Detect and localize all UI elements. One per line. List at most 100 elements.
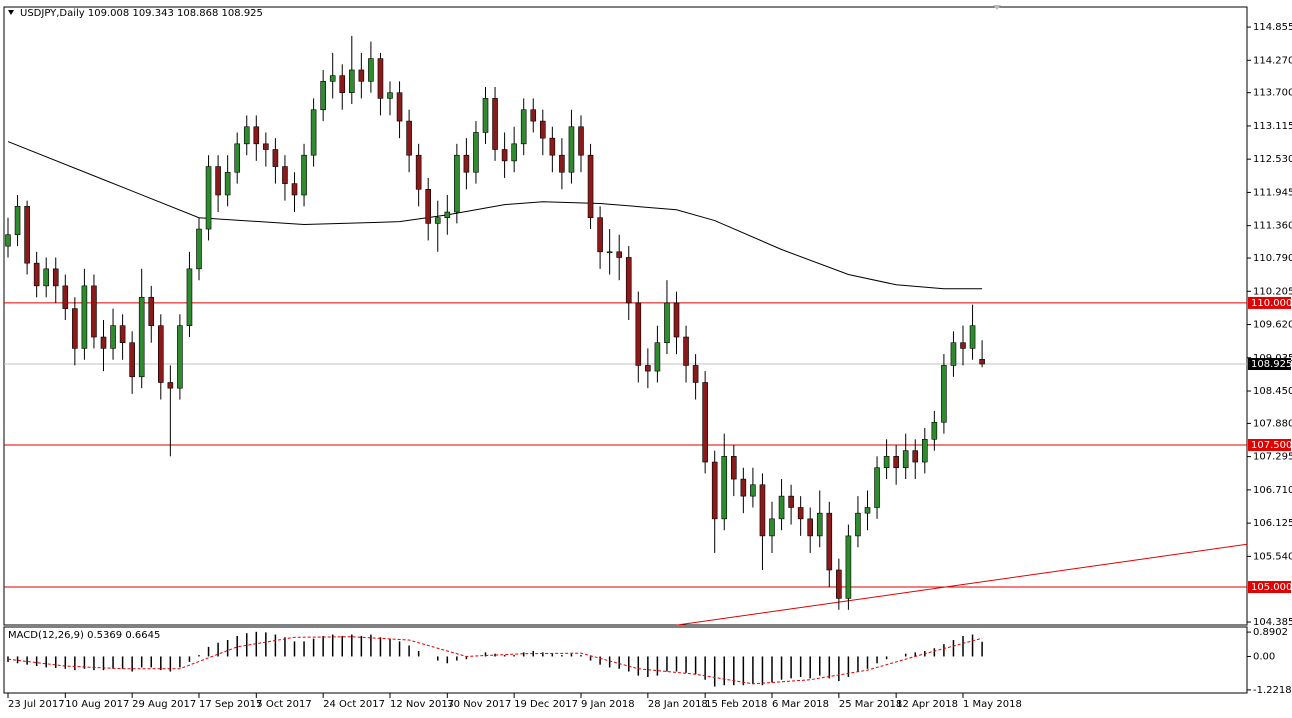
candle-body — [329, 75, 336, 82]
candle-body — [224, 171, 231, 196]
candle-body — [539, 120, 546, 139]
candle-body — [721, 456, 728, 520]
candle-body — [444, 211, 451, 218]
candle-body — [234, 143, 240, 173]
main-plot — [4, 35, 1247, 625]
candle-body — [645, 365, 651, 372]
candle-body — [912, 450, 919, 463]
level-label: 107.500 — [1251, 440, 1292, 451]
candle-body — [559, 154, 565, 173]
candle-body — [883, 456, 890, 469]
x-tick-label: 29 Aug 2017 — [132, 699, 196, 710]
y-tick-label: 105.540 — [1253, 551, 1292, 562]
candle-body — [454, 154, 460, 213]
x-tick-label: 25 Mar 2018 — [839, 699, 902, 710]
candle-body — [969, 325, 976, 349]
candle-body — [979, 358, 985, 365]
candle-body — [72, 308, 78, 349]
candle-body — [941, 365, 947, 423]
candle-body — [339, 75, 346, 93]
candle-body — [406, 120, 412, 156]
x-tick-label: 17 Sep 2017 — [199, 699, 262, 710]
level-label-box — [1248, 438, 1291, 451]
x-tick-label: 5 Oct 2017 — [256, 699, 311, 710]
candle-body — [511, 143, 517, 162]
candle-body — [62, 285, 69, 309]
y-tick-label: 114.270 — [1253, 55, 1292, 66]
candle-body — [33, 262, 40, 287]
candle-body — [358, 69, 365, 82]
level-label: 105.000 — [1251, 582, 1292, 593]
y-tick-label: 113.700 — [1253, 88, 1292, 99]
y-tick-label: 104.385 — [1253, 617, 1292, 628]
candle-body — [864, 507, 871, 514]
candle-body — [425, 188, 432, 224]
candle-body — [501, 149, 508, 162]
candle-body — [654, 342, 661, 372]
level-label-box — [1248, 581, 1291, 594]
main-panel — [3, 6, 1248, 626]
candle-body — [625, 257, 632, 304]
candle-body — [291, 183, 298, 196]
candle-body — [158, 325, 164, 383]
candle-body — [177, 325, 183, 389]
candle-body — [348, 69, 355, 93]
candle-body — [606, 251, 613, 254]
x-tick-label: 28 Jan 2018 — [648, 699, 708, 710]
candle-body — [52, 268, 59, 287]
candle-body — [702, 382, 708, 463]
candle-body — [855, 512, 861, 537]
y-tick-label: 108.450 — [1253, 386, 1292, 397]
candle-body — [320, 81, 326, 111]
y-tick-label: 111.945 — [1253, 187, 1292, 198]
header-high: 109.343 — [132, 8, 173, 19]
candle-body — [893, 456, 899, 469]
candle-body — [186, 268, 193, 326]
candle-body — [14, 206, 21, 236]
candle-body — [931, 421, 938, 440]
candle-body — [740, 478, 747, 497]
last-price-box — [1248, 358, 1291, 371]
y-tick-label: 110.205 — [1253, 286, 1292, 297]
candle-body — [110, 325, 116, 349]
macd-title: MACD(12,26,9) — [8, 630, 84, 641]
candle-body — [587, 154, 594, 218]
macd-plot — [7, 631, 983, 687]
candle-body — [816, 512, 823, 537]
x-tick-label: 12 Nov 2017 — [390, 699, 454, 710]
candle-body — [282, 166, 288, 184]
candle-body — [301, 154, 307, 196]
x-tick-label: 9 Jan 2018 — [581, 699, 635, 710]
candle-body — [415, 154, 422, 190]
candle-body — [205, 166, 212, 230]
x-tick-label: 1 May 2018 — [963, 699, 1022, 710]
candle-body — [100, 336, 107, 349]
menu-triangle[interactable] — [8, 10, 14, 15]
candle-body — [635, 302, 642, 366]
x-tick-label: 12 Apr 2018 — [896, 699, 958, 710]
y-tick-label: 114.855 — [1253, 22, 1292, 33]
y-tick-label: 112.530 — [1253, 154, 1292, 165]
header: USDJPY,Daily 109.008 109.343 108.868 108… — [20, 8, 263, 19]
candle-body — [874, 467, 880, 508]
scroll-marker — [993, 5, 1001, 10]
macd-panel — [3, 626, 1248, 694]
candle-body — [91, 285, 97, 338]
candle-body — [711, 461, 718, 520]
candle-body — [683, 336, 689, 366]
trendline — [676, 543, 1247, 625]
candle-body — [950, 342, 957, 366]
x-tick-label: 23 Jul 2017 — [8, 699, 65, 710]
candle-body — [148, 296, 155, 326]
x-tick-label: 19 Dec 2017 — [514, 699, 578, 710]
candle-body — [692, 365, 699, 383]
candle-body — [263, 143, 269, 150]
macd-tick-label: 0.8902 — [1253, 627, 1288, 638]
candle-body — [387, 92, 393, 99]
candle-body — [664, 302, 670, 344]
macd-tick-label: -1.2218 — [1253, 685, 1292, 696]
candle-body — [549, 137, 556, 156]
header-close: 108.925 — [222, 8, 263, 19]
candle-body — [597, 217, 603, 253]
moving-average — [7, 141, 983, 290]
